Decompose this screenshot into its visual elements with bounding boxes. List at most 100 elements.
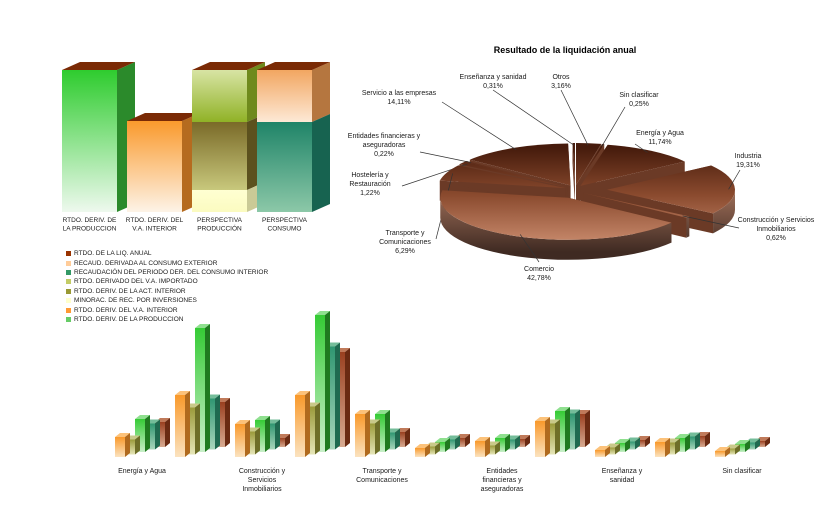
bar-group: [175, 324, 230, 457]
stacked-bar: [127, 113, 200, 212]
bar-side-face: [485, 437, 490, 457]
bar-side-face: [465, 434, 470, 447]
pie-slice-label: Sin clasificar: [619, 92, 659, 99]
bar-side-face: [305, 391, 310, 457]
pie-slice-label: Transporte y: [385, 230, 425, 237]
bar-side-face: [275, 419, 280, 450]
bar-group: [655, 432, 710, 457]
legend-color-chip: [66, 269, 71, 275]
pie-label-leader-line: [419, 151, 471, 163]
bar-side-face: [312, 114, 330, 212]
bar-side-face: [675, 438, 680, 455]
bar-side-face: [155, 419, 160, 450]
pie-slice-cut-face: [572, 143, 575, 206]
legend-label: RECAUD. DERIVADA AL CONSUMO EXTERIOR: [74, 259, 218, 267]
legend-label: MINORAC. DE REC. POR INVERSIONES: [74, 297, 197, 305]
stacked-bar: [62, 62, 135, 212]
bar-side-face: [312, 62, 330, 122]
bar-side-face: [695, 432, 700, 450]
bar-side-face: [665, 438, 670, 457]
pie-slice: [580, 144, 685, 206]
pie-slice-top-face: [583, 192, 690, 218]
pie-slice-label: Otros: [552, 74, 570, 81]
x-axis-label: Servicios: [248, 477, 277, 484]
legend-label: RTDO. DE LA LIQ. ANUAL: [74, 250, 152, 258]
bar-side-face: [735, 444, 740, 455]
legend-label: RECAUDACIÓN DEL PERIODO DER. DEL CONSUMO…: [74, 268, 269, 276]
pie-slice-label: 0,31%: [483, 83, 503, 90]
bar: [475, 441, 485, 457]
bar-side-face: [405, 428, 410, 447]
bar-side-face: [345, 348, 350, 447]
bar-side-face: [555, 419, 560, 455]
bar-side-face: [455, 435, 460, 450]
bar: [175, 395, 185, 457]
category-label: PERSPECTIVA: [262, 217, 308, 224]
pie-label-leader-line: [728, 169, 741, 190]
bar: [535, 421, 545, 457]
legend-item: RECAUD. DERIVADA AL CONSUMO EXTERIOR: [66, 258, 268, 267]
bar-side-face: [325, 311, 330, 452]
pie-slice-top-face: [606, 165, 735, 214]
pie-label-leader-line: [634, 143, 648, 153]
bar-side-face: [495, 441, 500, 455]
bar-side-face: [375, 419, 380, 455]
legend-color-chip: [66, 307, 71, 313]
bar: [295, 395, 305, 457]
bar-group: [475, 434, 530, 457]
bar-side-face: [545, 417, 550, 457]
bar-side-face: [225, 398, 230, 447]
pie-label-leader-line: [560, 89, 589, 146]
x-axis-label: aseguradoras: [481, 486, 524, 493]
bar-side-face: [395, 428, 400, 450]
pie-slice-top-face: [575, 143, 602, 186]
pie-slice-rim-wall: [713, 189, 735, 234]
bar-segment: [192, 122, 247, 190]
bar: [415, 448, 425, 457]
pie-chart-title: Resultado de la liquidación anual: [493, 45, 637, 55]
bar-side-face: [245, 420, 250, 457]
legend-item: RTDO. DERIV. DE LA PRODUCCION: [66, 315, 268, 324]
x-axis-label: Energía y Agua: [118, 468, 166, 475]
bar-top-cap: [62, 62, 135, 70]
legend-color-chip: [66, 279, 71, 285]
bar-side-face: [635, 437, 640, 450]
bar-side-face: [165, 418, 170, 447]
legend-color-chip: [66, 251, 71, 257]
bar-segment: [192, 190, 247, 212]
bar-side-face: [205, 324, 210, 452]
pie-slice-label: 3,16%: [551, 83, 571, 90]
legend-item: RTDO. DE LA LIQ. ANUAL: [66, 249, 268, 258]
category-label: V.A. INTERIOR: [132, 226, 177, 233]
legend-label: RTDO. DERIV. DEL V.A. INTERIOR: [74, 306, 178, 314]
pie-slice-label: 11,74%: [648, 139, 671, 146]
pie-slice-label: Hostelería y: [351, 172, 389, 179]
pie-slice-top-face: [580, 144, 685, 186]
chart-legend: RTDO. DE LA LIQ. ANUAL RECAUD. DERIVADA A…: [66, 249, 268, 324]
perspectiva-bar-chart: RTDO. DERIV. DE LA PRODUCCION RTDO. DERIV.…: [62, 62, 330, 233]
bar: [115, 437, 125, 457]
x-axis-label: Construcción y: [239, 468, 286, 475]
category-label: PERSPECTIVA: [197, 217, 243, 224]
bar-top-cap: [192, 62, 265, 70]
pie-slice-label: Industria: [735, 153, 762, 160]
bar-side-face: [575, 409, 580, 450]
category-label: RTDO. DERIV. DE: [63, 217, 117, 224]
legend-color-chip: [66, 316, 71, 322]
pie-slice-top-face: [440, 190, 672, 240]
pie-slice-label: 14,11%: [387, 99, 410, 106]
pie-slice-label: Enseñanza y sanidad: [460, 74, 527, 81]
pie-slice: [440, 190, 672, 260]
bar-group: [355, 410, 410, 457]
pie-slice-label: 1,22%: [360, 190, 380, 197]
pie-label-leader-line: [682, 215, 740, 229]
bar: [715, 451, 725, 457]
x-axis-label: financieras y: [482, 477, 522, 484]
pie-slice-top-face: [465, 161, 568, 187]
x-axis-label: Transporte y: [362, 468, 402, 475]
bar-side-face: [425, 444, 430, 457]
category-label: RTDO. DERIV. DEL: [126, 217, 184, 224]
bar-side-face: [365, 410, 370, 457]
bar-side-face: [435, 442, 440, 455]
